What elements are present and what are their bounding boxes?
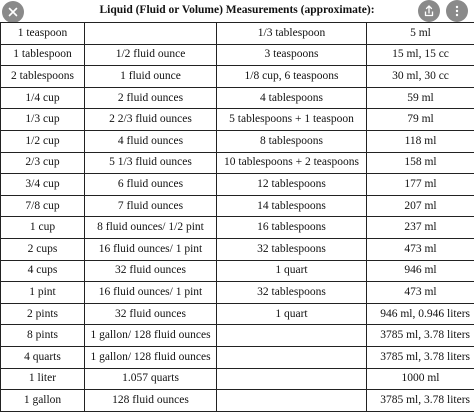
cell-equivalent: 3 teaspoons (216, 43, 367, 67)
cell-equivalent: 4 tablespoons (216, 86, 367, 110)
cell-measure: 1 teaspoon (0, 22, 85, 45)
cell-metric: 158 ml (366, 151, 474, 175)
cell-measure: 8 pints (0, 324, 85, 347)
cell-fluid-ounces: 32 fluid ounces (84, 259, 217, 283)
table-row: 1 pint 16 fluid ounces/ 1 pint 32 tables… (0, 281, 474, 304)
cell-equivalent (216, 324, 367, 347)
cell-fluid-ounces: 1 gallon/ 128 fluid ounces (84, 324, 217, 347)
cell-fluid-ounces: 5 1/3 fluid ounces (84, 151, 217, 175)
cell-equivalent: 1/8 cup, 6 teaspoons (216, 65, 367, 88)
cell-fluid-ounces: 1 fluid ounce (84, 65, 217, 88)
more-icon (455, 5, 459, 17)
cell-equivalent: 5 tablespoons + 1 teaspoon (216, 108, 367, 131)
table-title: Liquid (Fluid or Volume) Measurements (a… (99, 4, 375, 16)
close-icon (8, 7, 18, 17)
cell-measure: 2 pints (0, 302, 85, 326)
cell-measure: 2/3 cup (0, 151, 85, 175)
cell-equivalent (216, 389, 367, 412)
cell-metric: 473 ml (366, 237, 474, 261)
cell-equivalent: 1 quart (216, 259, 367, 283)
cell-measure: 3/4 cup (0, 173, 85, 196)
cell-equivalent: 32 tablespoons (216, 281, 367, 304)
cell-equivalent (216, 345, 367, 369)
cell-measure: 1 tablespoon (0, 43, 85, 67)
cell-equivalent: 8 tablespoons (216, 129, 367, 153)
cell-measure: 2 tablespoons (0, 65, 85, 88)
table-row: 1 cup 8 fluid ounces/ 1/2 pint 16 tables… (0, 216, 474, 239)
table-row: 1 gallon 128 fluid ounces 3785 ml, 3.78 … (0, 389, 474, 412)
cell-measure: 7/8 cup (0, 194, 85, 218)
cell-equivalent: 10 tablespoons + 2 teaspoons (216, 151, 367, 175)
cell-measure: 1 gallon (0, 389, 85, 412)
cell-equivalent: 1 quart (216, 302, 367, 326)
cell-measure: 1/4 cup (0, 86, 85, 110)
table-row: 2/3 cup 5 1/3 fluid ounces 10 tablespoon… (0, 151, 474, 175)
cell-fluid-ounces: 16 fluid ounces/ 1 pint (84, 281, 217, 304)
cell-fluid-ounces: 128 fluid ounces (84, 389, 217, 412)
close-button[interactable] (2, 1, 24, 23)
table-row: 8 pints 1 gallon/ 128 fluid ounces 3785 … (0, 324, 474, 347)
cell-measure: 1 cup (0, 216, 85, 239)
cell-fluid-ounces: 1.057 quarts (84, 367, 217, 391)
cell-equivalent: 16 tablespoons (216, 216, 367, 239)
cell-fluid-ounces: 4 fluid ounces (84, 129, 217, 153)
cell-equivalent (216, 367, 367, 391)
cell-equivalent: 14 tablespoons (216, 194, 367, 218)
cell-metric: 473 ml (366, 281, 474, 304)
table-row: 4 cups 32 fluid ounces 1 quart 946 ml (0, 259, 474, 283)
cell-metric: 118 ml (366, 129, 474, 153)
table-row: 1 teaspoon 1/3 tablespoon 5 ml (0, 22, 474, 45)
cell-metric: 3785 ml, 3.78 liters (366, 324, 474, 347)
cell-equivalent: 32 tablespoons (216, 237, 367, 261)
table-row: 2 pints 32 fluid ounces 1 quart 946 ml, … (0, 302, 474, 326)
cell-measure: 1 liter (0, 367, 85, 391)
share-button[interactable] (418, 0, 440, 22)
cell-measure: 1/2 cup (0, 129, 85, 153)
cell-measure: 1/3 cup (0, 108, 85, 131)
table-row: 1/4 cup 2 fluid ounces 4 tablespoons 59 … (0, 86, 474, 110)
cell-metric: 946 ml, 0.946 liters (366, 302, 474, 326)
cell-fluid-ounces: 1/2 fluid ounce (84, 43, 217, 67)
table-row: 4 quarts 1 gallon/ 128 fluid ounces 3785… (0, 345, 474, 369)
cell-measure: 4 quarts (0, 345, 85, 369)
table-row: 1/2 cup 4 fluid ounces 8 tablespoons 118… (0, 129, 474, 153)
table-row: 3/4 cup 6 fluid ounces 12 tablespoons 17… (0, 173, 474, 196)
more-options-button[interactable] (446, 0, 468, 22)
cell-fluid-ounces: 6 fluid ounces (84, 173, 217, 196)
cell-fluid-ounces: 2 fluid ounces (84, 86, 217, 110)
table-row: 7/8 cup 7 fluid ounces 14 tablespoons 20… (0, 194, 474, 218)
table-row: 1 tablespoon 1/2 fluid ounce 3 teaspoons… (0, 43, 474, 67)
cell-fluid-ounces: 8 fluid ounces/ 1/2 pint (84, 216, 217, 239)
cell-metric: 3785 ml, 3.78 liters (366, 345, 474, 369)
table-row: 2 cups 16 fluid ounces/ 1 pint 32 tables… (0, 237, 474, 261)
cell-metric: 3785 ml, 3.78 liters (366, 389, 474, 412)
cell-fluid-ounces: 1 gallon/ 128 fluid ounces (84, 345, 217, 369)
cell-metric: 237 ml (366, 216, 474, 239)
table-row: 1 liter 1.057 quarts 1000 ml (0, 367, 474, 391)
cell-metric: 79 ml (366, 108, 474, 131)
measurements-table: 1 teaspoon 1/3 tablespoon 5 ml 1 tablesp… (0, 22, 474, 412)
share-icon (424, 5, 434, 17)
cell-equivalent: 12 tablespoons (216, 173, 367, 196)
cell-metric: 207 ml (366, 194, 474, 218)
cell-fluid-ounces: 2 2/3 fluid ounces (84, 108, 217, 131)
table-row: 1/3 cup 2 2/3 fluid ounces 5 tablespoons… (0, 108, 474, 131)
cell-metric: 15 ml, 15 cc (366, 43, 474, 67)
cell-metric: 946 ml (366, 259, 474, 283)
cell-metric: 59 ml (366, 86, 474, 110)
cell-metric: 1000 ml (366, 367, 474, 391)
cell-fluid-ounces: 7 fluid ounces (84, 194, 217, 218)
cell-metric: 177 ml (366, 173, 474, 196)
table-row: 2 tablespoons 1 fluid ounce 1/8 cup, 6 t… (0, 65, 474, 88)
cell-metric: 5 ml (366, 22, 474, 45)
cell-fluid-ounces (84, 22, 217, 45)
cell-measure: 1 pint (0, 281, 85, 304)
cell-metric: 30 ml, 30 cc (366, 65, 474, 88)
cell-measure: 4 cups (0, 259, 85, 283)
cell-equivalent: 1/3 tablespoon (216, 22, 367, 45)
cell-fluid-ounces: 32 fluid ounces (84, 302, 217, 326)
cell-measure: 2 cups (0, 237, 85, 261)
cell-fluid-ounces: 16 fluid ounces/ 1 pint (84, 237, 217, 261)
